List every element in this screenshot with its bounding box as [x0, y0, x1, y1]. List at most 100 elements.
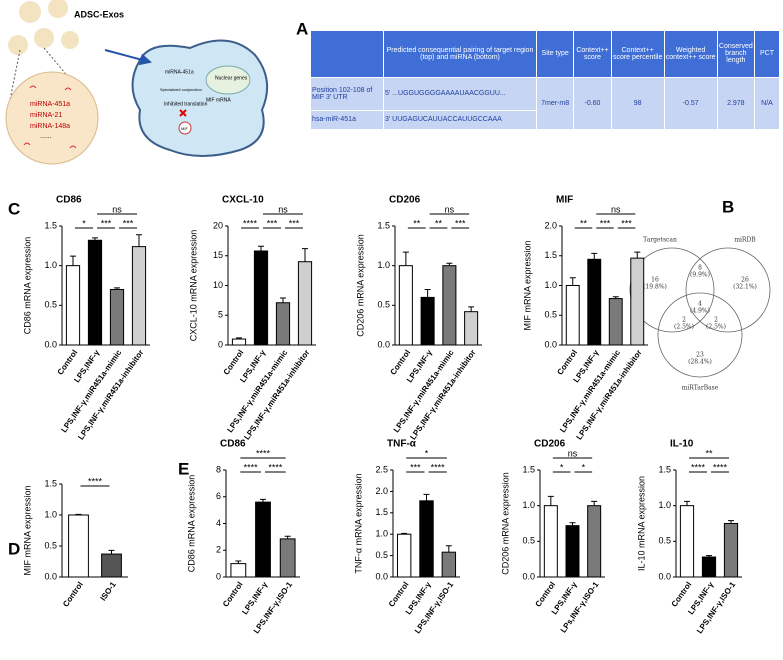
y-axis-label: CD86 mRNA expression: [186, 475, 196, 573]
venn: [629, 247, 771, 378]
venn-count: 23: [696, 352, 704, 359]
bar: [419, 500, 434, 578]
error-bar: [92, 237, 98, 241]
diagram-title: ADSC-Exos: [74, 9, 124, 19]
bar: [587, 505, 602, 578]
significance-label: ****: [691, 462, 706, 472]
chart-title: TNF-α: [387, 439, 417, 450]
header-cell: Site type: [535, 30, 575, 78]
bar: [464, 311, 479, 346]
error-bar: [634, 251, 641, 259]
y-tick-label: 1.5: [44, 478, 57, 488]
venn-set: miRDB: [734, 237, 756, 244]
significance-label: **: [705, 448, 713, 458]
error-bar: [728, 520, 734, 524]
cargo: miRNA-148a: [30, 123, 70, 130]
venn-count: 16: [651, 277, 659, 284]
error-bar: [236, 337, 242, 340]
venn-percent: (28.4%): [688, 359, 712, 366]
cell-label: MIF: [181, 126, 188, 131]
panel-label: B: [722, 197, 734, 216]
y-tick-label: 1.5: [375, 507, 388, 517]
cell: 5' ...UGGUGGGGAAAAUAACGGUU...: [383, 76, 537, 111]
significance-label: ****: [268, 462, 283, 472]
cell: -0.60: [573, 76, 612, 131]
venn-percent: (2.5%): [706, 324, 726, 331]
cell: 7mer-m8: [535, 76, 575, 131]
bar: [723, 523, 739, 578]
x-tick-label: Control: [221, 580, 245, 608]
bar: [608, 298, 623, 346]
y-tick-label: 4: [216, 518, 221, 528]
y-tick-label: 1.5: [658, 464, 671, 474]
bar: [297, 261, 313, 346]
y-tick-label: 0: [216, 571, 221, 581]
bar: [230, 563, 247, 578]
error-bar: [136, 234, 142, 247]
x-tick-label: Control: [387, 580, 411, 608]
arrow: [104, 49, 152, 66]
y-axis-label: MIF mRNA expression: [522, 240, 532, 330]
significance-label: ns: [611, 204, 621, 214]
significance-label: ns: [445, 204, 455, 214]
error-bar: [591, 500, 598, 506]
venn-count: 26: [741, 277, 749, 284]
y-tick-label: 1.0: [44, 509, 57, 519]
exosome: [19, 1, 41, 23]
target-table: Predicted consequential pairing of targe…: [310, 30, 780, 131]
y-tick-label: 2.0: [544, 220, 557, 230]
diagram: ADSC-Exos miRNA-451a miRNA-21 miRNA-148a…: [5, 0, 269, 165]
venn-count: 2: [714, 317, 718, 324]
bar: [255, 501, 271, 578]
y-tick-label: 0.0: [522, 571, 535, 581]
error-bar: [75, 513, 82, 515]
y-tick-label: 2.5: [375, 464, 388, 474]
chart-title: CD86: [220, 439, 246, 450]
header-cell: Conserved branch length: [716, 30, 756, 78]
chart-title: CXCL-10: [222, 195, 264, 206]
bar: [565, 285, 580, 346]
y-tick-label: 20: [213, 220, 223, 230]
significance-label: ***: [101, 218, 112, 228]
venn-count: 4: [698, 301, 702, 308]
venn-set: miRTarBase: [682, 385, 719, 392]
y-tick-label: 0.5: [44, 300, 57, 310]
header-cell: Context++ score: [573, 30, 612, 78]
header-cell: [310, 30, 384, 78]
error-bar: [569, 277, 576, 286]
bar: [396, 533, 412, 578]
exosome: [34, 28, 54, 48]
significance-label: ****: [713, 462, 728, 472]
y-tick-label: 1.5: [44, 220, 57, 230]
significance-label: *: [425, 448, 429, 458]
bar: [701, 556, 717, 578]
venn-percent: (4.9%): [690, 308, 710, 315]
significance-label: ****: [431, 462, 446, 472]
cell-label: Specialized conjunction: [160, 87, 202, 92]
error-bar: [423, 493, 430, 501]
significance-label: ****: [256, 448, 271, 458]
error-bar: [591, 252, 598, 260]
y-tick-label: 1.0: [544, 280, 557, 290]
y-tick-label: 10: [213, 280, 223, 290]
bar: [253, 250, 269, 346]
y-axis-label: MIF mRNA expression: [22, 485, 32, 575]
exosome: [48, 0, 68, 18]
y-axis-label: CXCL-10 mRNA expression: [188, 230, 198, 342]
error-bar: [284, 535, 291, 539]
significance-label: ***: [289, 218, 300, 228]
significance-label: ***: [123, 218, 134, 228]
bar: [231, 338, 247, 346]
venn-percent: (19.8%): [643, 284, 667, 291]
significance-label: ns: [112, 204, 122, 214]
block-mark: [179, 109, 187, 117]
significance-label: **: [413, 218, 421, 228]
venn-count: 8: [698, 265, 702, 272]
header-cell: Context++ score percentile: [610, 30, 665, 78]
chart-title: IL-10: [670, 439, 694, 450]
y-tick-label: 0.0: [44, 339, 57, 349]
panel-label: A: [296, 19, 308, 38]
cell: -0.57: [663, 76, 718, 131]
bar: [131, 246, 147, 346]
